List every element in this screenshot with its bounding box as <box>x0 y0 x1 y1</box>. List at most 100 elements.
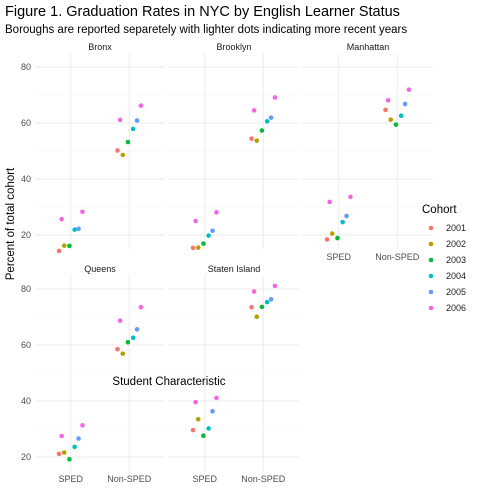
data-point <box>195 416 201 422</box>
legend-key <box>428 241 434 247</box>
legend-label: 2003 <box>446 255 466 265</box>
legend-label: 2005 <box>446 287 466 297</box>
data-point <box>201 433 206 439</box>
strip-background <box>169 41 299 53</box>
data-point <box>251 108 257 113</box>
x-tick-label: SPED <box>326 252 351 262</box>
data-point <box>190 427 196 433</box>
data-point <box>264 299 270 305</box>
y-tick-label: 20 <box>21 230 31 240</box>
legend-label: 2002 <box>446 239 466 249</box>
data-point <box>210 409 215 414</box>
strip-background <box>169 263 299 275</box>
data-point <box>117 318 123 323</box>
y-tick-label: 80 <box>21 284 31 294</box>
x-axis-title: Student Characteristic <box>112 376 225 388</box>
data-point <box>214 210 219 215</box>
data-point <box>340 219 345 225</box>
y-tick-label: 20 <box>21 452 31 462</box>
data-point <box>190 245 196 251</box>
data-point <box>249 304 254 310</box>
data-point <box>72 444 77 450</box>
legend-key <box>428 305 434 311</box>
data-point <box>272 95 278 100</box>
data-point <box>327 199 332 205</box>
data-point <box>76 226 81 232</box>
x-tick-label: SPED <box>58 474 83 484</box>
strip-label: Queens <box>84 264 116 274</box>
data-point <box>264 119 270 124</box>
chart-title: Figure 1. Graduation Rates in NYC by Eng… <box>5 4 400 20</box>
panel-manhattan: Manhattan SPED Non-SPED <box>303 41 433 262</box>
data-point <box>259 304 265 310</box>
legend-key <box>428 225 434 231</box>
strip-label: Manhattan <box>347 42 390 52</box>
data-point <box>61 450 67 455</box>
strip-label: Brooklyn <box>216 42 251 52</box>
data-point <box>67 243 72 249</box>
data-point <box>272 283 278 289</box>
data-point <box>134 327 140 332</box>
data-point <box>206 233 211 238</box>
data-point <box>251 289 257 294</box>
data-point <box>56 451 62 457</box>
data-point <box>249 136 254 141</box>
y-tick-label: 60 <box>21 118 31 128</box>
data-point <box>67 456 72 462</box>
data-point <box>388 117 394 122</box>
data-point <box>259 128 265 133</box>
data-point <box>61 243 67 248</box>
panel-bronx: Bronx 20 40 60 80 <box>21 41 165 254</box>
data-point <box>206 426 211 431</box>
legend-key <box>428 289 434 295</box>
data-point <box>214 395 219 401</box>
strip-background <box>35 263 165 275</box>
data-point <box>329 231 335 236</box>
data-point <box>324 237 330 242</box>
data-point <box>80 209 85 215</box>
data-point <box>138 304 144 310</box>
legend-key <box>428 257 434 263</box>
data-point <box>383 107 388 113</box>
data-point <box>335 235 340 241</box>
data-point <box>130 126 136 132</box>
data-point <box>59 433 64 439</box>
panel-queens: Queens 20 40 60 80 SPED Non-SPED <box>21 263 165 484</box>
data-point <box>130 335 136 341</box>
data-point <box>193 399 198 405</box>
panel-staten-island: Staten Island SPED Non-SPED <box>169 263 299 484</box>
x-tick-label: Non-SPED <box>241 474 286 484</box>
strip-background <box>35 41 165 53</box>
legend-key <box>428 273 434 279</box>
data-point <box>117 117 123 123</box>
data-point <box>80 423 85 428</box>
legend-title: Cohort <box>422 204 457 216</box>
y-tick-label: 60 <box>21 340 31 350</box>
data-point <box>76 436 81 441</box>
data-point <box>115 148 120 153</box>
data-point <box>120 351 126 356</box>
data-point <box>125 339 131 345</box>
y-tick-label: 40 <box>21 396 31 406</box>
data-point <box>348 194 353 200</box>
data-point <box>125 139 131 145</box>
data-point <box>268 297 274 302</box>
panel-brooklyn: Brooklyn <box>169 41 299 251</box>
y-tick-label: 40 <box>21 174 31 184</box>
data-point <box>134 118 140 123</box>
x-tick-label: SPED <box>192 474 217 484</box>
legend: Cohort 2001 2002 2003 2004 2005 2006 <box>422 204 466 313</box>
data-point <box>210 228 215 234</box>
data-point <box>115 346 120 352</box>
data-point <box>193 218 198 224</box>
data-point <box>120 152 126 158</box>
data-point <box>393 122 399 127</box>
data-point <box>201 241 206 246</box>
legend-label: 2004 <box>446 271 466 281</box>
data-point <box>385 98 391 103</box>
y-tick-label: 80 <box>21 62 31 72</box>
data-point <box>59 216 64 222</box>
y-axis-title: Percent of total cohort <box>5 167 17 280</box>
strip-background <box>303 41 433 53</box>
